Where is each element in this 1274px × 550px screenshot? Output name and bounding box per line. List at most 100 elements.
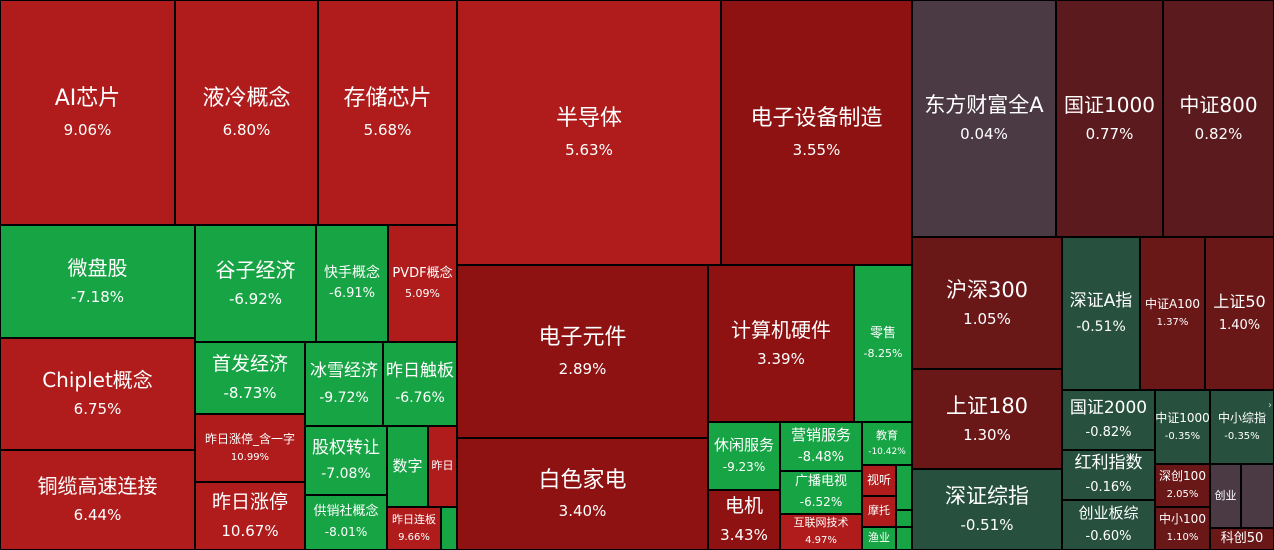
treemap-tile[interactable]: 白色家电 3.40% (457, 438, 708, 550)
treemap-tile[interactable] (896, 510, 912, 527)
treemap-tile[interactable]: 快手概念 -6.91% (316, 225, 388, 342)
treemap-tile[interactable]: 中证A100 1.37% (1140, 237, 1205, 390)
tile-change: 5.63% (565, 140, 613, 159)
treemap-tile[interactable]: 冰雪经济 -9.72% (305, 342, 383, 426)
treemap-tile[interactable]: 昨日连板 9.66% (387, 507, 441, 550)
tile-change: -9.23% (722, 460, 766, 475)
tile-change: 10.67% (221, 521, 279, 540)
treemap-tile[interactable]: 深证A指 -0.51% (1062, 237, 1140, 390)
tile-name: 供销社概念 (313, 504, 379, 520)
treemap-tile[interactable]: 科创50 (1210, 528, 1274, 550)
treemap-tile[interactable] (896, 465, 912, 510)
tile-change: 0.77% (1085, 124, 1134, 143)
tile-name: 红利指数 (1074, 452, 1143, 473)
tile-change: -8.48% (798, 450, 844, 466)
tile-name: 存储芯片 (343, 86, 432, 112)
treemap-tile[interactable]: 营销服务 -8.48% (780, 422, 862, 471)
tile-name: 沪深300 (945, 277, 1029, 302)
treemap-tile[interactable]: 教育 -10.42% (862, 422, 912, 465)
treemap-tile[interactable]: 休闲服务 -9.23% (708, 422, 780, 490)
treemap-tile[interactable]: 电机 3.43% (708, 490, 780, 550)
tile-name: 冰雪经济 (310, 361, 378, 382)
tile-name: 渔业 (868, 531, 890, 545)
tile-name: PVDF概念 (392, 265, 453, 281)
treemap-tile[interactable]: 红利指数 -0.16% (1062, 450, 1155, 500)
treemap-tile[interactable]: 昨日触板 -6.76% (383, 342, 457, 426)
treemap-tile[interactable]: 供销社概念 -8.01% (305, 495, 387, 550)
tile-change: 6.80% (222, 120, 271, 139)
tile-change: 1.10% (1166, 532, 1199, 544)
treemap-tile[interactable]: 昨日涨停 10.67% (195, 482, 305, 550)
treemap-tile[interactable]: 视听 (862, 465, 896, 496)
treemap-tile[interactable]: 沪深300 1.05% (912, 237, 1062, 369)
treemap-tile[interactable]: 中小综指 -0.35% (1210, 390, 1274, 464)
treemap-tile[interactable]: AI芯片 9.06% (0, 0, 175, 225)
treemap-tile[interactable]: 股权转让 -7.08% (305, 426, 387, 495)
tile-change: -0.51% (1076, 319, 1126, 336)
tile-name: 中小综指 (1217, 410, 1266, 425)
treemap-tile[interactable]: 液冷概念 6.80% (175, 0, 318, 225)
tile-name: 首发经济 (211, 352, 288, 375)
treemap-tile[interactable]: 零售 -8.25% (854, 265, 912, 422)
treemap-tile[interactable]: 上证180 1.30% (912, 369, 1062, 469)
treemap-tile[interactable]: 计算机硬件 3.39% (708, 265, 854, 422)
treemap-tile[interactable]: 创业板综 -0.60% (1062, 500, 1155, 550)
treemap-tile[interactable]: 广播电视 -6.52% (780, 471, 862, 514)
treemap-tile[interactable] (1241, 464, 1274, 528)
tile-change: -10.42% (868, 447, 906, 458)
tile-name: 东方财富全A (924, 93, 1044, 118)
tile-name: 创业板综 (1078, 504, 1139, 523)
tile-change: -6.92% (228, 289, 283, 308)
treemap-tile[interactable]: 首发经济 -8.73% (195, 342, 305, 414)
treemap-tile[interactable]: 国证2000 -0.82% (1062, 390, 1155, 450)
treemap-tile[interactable]: 微盘股 -7.18% (0, 225, 195, 338)
treemap-tile[interactable]: 摩托 (862, 496, 896, 527)
tile-name: 液冷概念 (202, 86, 291, 112)
tile-name: 中证800 (1179, 92, 1258, 117)
treemap-tile[interactable]: Chiplet概念 6.75% (0, 338, 195, 450)
tile-change: 3.55% (792, 140, 841, 159)
treemap-tile[interactable]: 深创100 2.05% (1155, 464, 1210, 507)
treemap-tile[interactable]: 中小100 1.10% (1155, 507, 1210, 550)
treemap-tile[interactable]: 电子设备制造 3.55% (721, 0, 912, 265)
scroll-right-arrow-icon[interactable]: › (1268, 400, 1272, 411)
tile-name: 上证180 (945, 393, 1029, 418)
treemap-tile[interactable]: 上证50 1.40% (1205, 237, 1274, 390)
treemap-tile[interactable] (896, 527, 912, 550)
treemap-tile[interactable]: 深证综指 -0.51% (912, 469, 1062, 550)
tile-change: 3.43% (720, 525, 768, 544)
treemap-tile[interactable]: 渔业 (862, 527, 896, 550)
treemap-tile[interactable]: 半导体 5.63% (457, 0, 721, 265)
tile-name: 昨日连板 (392, 512, 436, 526)
treemap-tile[interactable]: PVDF概念 5.09% (388, 225, 457, 342)
treemap-tile[interactable]: 存储芯片 5.68% (318, 0, 457, 225)
tile-name: 电子元件 (538, 325, 627, 351)
treemap-tile[interactable]: 数字 (387, 426, 428, 507)
treemap-tile[interactable] (441, 507, 457, 550)
tile-name: 快手概念 (324, 264, 380, 281)
tile-change: -0.82% (1085, 425, 1132, 441)
treemap-tile[interactable]: 昨日 (428, 426, 457, 507)
treemap-tile[interactable]: 中证800 0.82% (1163, 0, 1274, 237)
tile-name: 中小100 (1159, 512, 1206, 527)
treemap-tile[interactable]: 电子元件 2.89% (457, 265, 708, 438)
tile-change: -0.60% (1085, 528, 1132, 544)
tile-change: 3.39% (757, 349, 805, 368)
treemap-tile[interactable]: 互联网技术 4.97% (780, 514, 862, 550)
tile-change: -6.76% (395, 389, 445, 406)
treemap-tile[interactable]: 中证1000 -0.35% (1155, 390, 1210, 464)
tile-change: -9.72% (319, 389, 369, 406)
treemap-tile[interactable]: 铜缆高速连接 6.44% (0, 450, 195, 550)
tile-name: Chiplet概念 (42, 368, 153, 393)
tile-change: 0.04% (960, 125, 1008, 144)
tile-change: -8.25% (863, 346, 903, 360)
tile-name: 铜缆高速连接 (37, 474, 158, 499)
treemap-tile[interactable]: 昨日涨停_含一字 10.99% (195, 414, 305, 482)
treemap-tile[interactable]: 国证1000 0.77% (1056, 0, 1163, 237)
tile-name: 营销服务 (790, 425, 851, 444)
treemap-tile[interactable]: 东方财富全A 0.04% (912, 0, 1056, 237)
tile-name: 国证2000 (1069, 397, 1148, 418)
treemap-tile[interactable]: 谷子经济 -6.92% (195, 225, 316, 342)
treemap-tile[interactable]: 创业 (1210, 464, 1241, 528)
